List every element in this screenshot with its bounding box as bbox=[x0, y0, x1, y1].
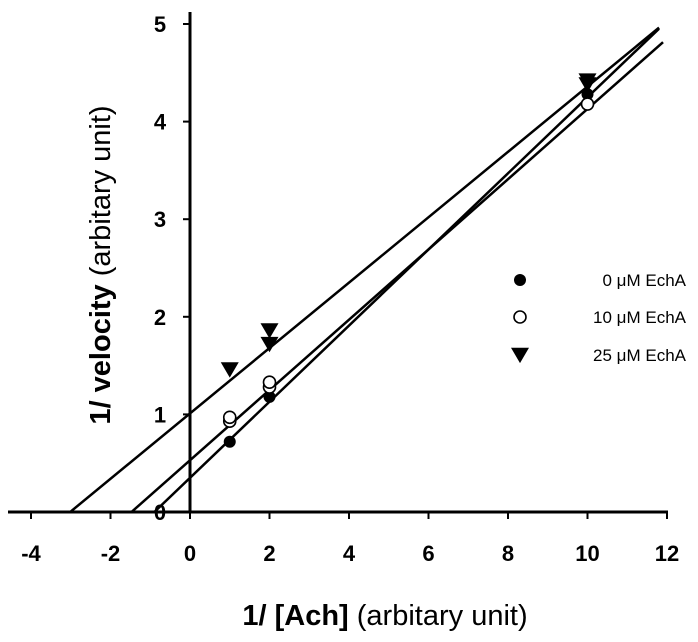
data-point bbox=[220, 362, 239, 378]
data-point bbox=[260, 336, 279, 353]
fit-line bbox=[130, 41, 664, 513]
legend-label: 0 μM EchA bbox=[603, 271, 687, 290]
x-tick-label: 12 bbox=[655, 541, 679, 566]
axes bbox=[8, 12, 668, 519]
x-tick-label: 10 bbox=[575, 541, 599, 566]
fit-lines bbox=[69, 26, 664, 514]
x-tick-label: 0 bbox=[184, 541, 196, 566]
y-tick-label: 3 bbox=[154, 207, 166, 232]
data-point bbox=[260, 323, 279, 339]
x-axis-title-bold: 1/ [Ach] bbox=[242, 600, 348, 632]
y-tick-label: 0 bbox=[154, 500, 166, 525]
y-axis-title: 1/ velocity (arbitary unit) bbox=[85, 105, 117, 424]
x-tick-label: 6 bbox=[422, 541, 434, 566]
legend-marker bbox=[514, 274, 526, 286]
y-axis-title-bold: 1/ velocity bbox=[85, 284, 117, 424]
fit-line bbox=[69, 26, 660, 514]
legend-label: 25 μM EchA bbox=[593, 346, 687, 365]
data-point bbox=[262, 375, 277, 389]
data-points bbox=[220, 73, 597, 448]
y-axis-title-rest: (arbitary unit) bbox=[85, 105, 117, 284]
y-tick-label: 2 bbox=[154, 305, 166, 330]
data-point bbox=[581, 88, 594, 101]
x-tick-label: 4 bbox=[343, 541, 356, 566]
y-tick-label: 5 bbox=[154, 12, 166, 37]
x-tick-label: -2 bbox=[101, 541, 121, 566]
x-axis-title: 1/ [Ach] (arbitary unit) bbox=[242, 600, 527, 632]
legend-marker bbox=[511, 347, 529, 364]
x-axis-title-rest: (arbitary unit) bbox=[349, 600, 528, 632]
x-tick-label: -4 bbox=[21, 541, 41, 566]
data-point bbox=[580, 97, 595, 111]
x-tick-label: 8 bbox=[502, 541, 514, 566]
legend: 0 μM EchA 10 μM EchA 25 μM EchA bbox=[511, 271, 687, 365]
legend-marker bbox=[513, 310, 527, 324]
y-tick-label: 4 bbox=[154, 110, 167, 135]
data-point bbox=[263, 390, 276, 403]
y-tick-label: 1 bbox=[154, 402, 166, 427]
x-tick-label: 2 bbox=[263, 541, 275, 566]
data-point bbox=[223, 435, 236, 448]
legend-label: 10 μM EchA bbox=[593, 308, 687, 327]
data-point bbox=[222, 410, 237, 425]
data-point bbox=[578, 73, 597, 89]
